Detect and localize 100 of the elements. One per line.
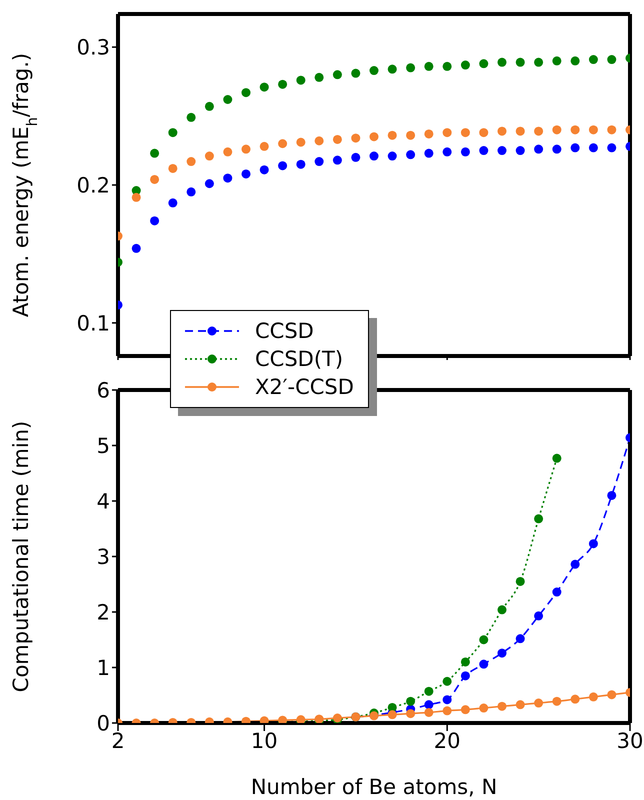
point [278, 161, 288, 170]
point [534, 126, 544, 136]
point [479, 660, 488, 669]
point [186, 112, 196, 122]
point [406, 709, 416, 718]
point [588, 143, 598, 152]
point [296, 138, 306, 147]
x-tick-label: 30 [616, 728, 644, 753]
point [479, 635, 488, 644]
y-tick-label: 1 [96, 656, 110, 680]
point [570, 143, 580, 152]
point [534, 58, 544, 67]
y-tick-label: 6 [96, 378, 110, 402]
legend-label: CCSD [255, 319, 314, 343]
point [442, 62, 452, 71]
point [186, 187, 196, 196]
point [388, 152, 397, 161]
point [534, 514, 544, 524]
point [223, 174, 232, 183]
point [516, 700, 525, 710]
point [242, 88, 250, 98]
x-tick-label: 10 [250, 728, 278, 753]
y-tick-label: 2 [96, 600, 110, 624]
y-tick-label: 5 [96, 434, 110, 458]
point [498, 58, 506, 67]
point [570, 56, 580, 66]
point [588, 692, 598, 702]
point [150, 148, 160, 158]
point [370, 132, 378, 142]
point [388, 64, 397, 74]
point [370, 152, 378, 161]
point [296, 76, 306, 85]
point [498, 702, 506, 711]
point [406, 130, 416, 140]
point [516, 576, 525, 586]
point [424, 62, 434, 71]
point [552, 696, 562, 706]
point [332, 134, 342, 144]
point [223, 147, 232, 156]
point [460, 705, 470, 714]
point [588, 125, 598, 134]
point [516, 146, 525, 156]
point [260, 142, 269, 151]
point [314, 136, 324, 146]
legend-label: X2′-CCSD [255, 375, 354, 399]
point [168, 164, 178, 173]
y-tick-label: 0.1 [76, 311, 110, 336]
point [424, 708, 434, 717]
point [351, 68, 360, 78]
point [498, 605, 506, 614]
point [388, 710, 397, 720]
point [479, 146, 488, 156]
y-tick-label: 4 [96, 489, 110, 514]
point [204, 152, 214, 161]
legend-label: CCSD(T) [255, 347, 344, 371]
point [534, 611, 544, 620]
point [498, 126, 506, 136]
point [168, 128, 178, 138]
point [442, 676, 452, 686]
point [534, 144, 544, 154]
point [570, 125, 580, 134]
point [204, 102, 214, 111]
point [607, 125, 616, 134]
point [424, 148, 434, 158]
point [552, 56, 562, 66]
point [570, 560, 580, 569]
y-tick-label: 0.3 [76, 36, 110, 60]
point [460, 128, 470, 138]
point [223, 95, 232, 104]
point [460, 147, 470, 156]
point [516, 634, 525, 644]
point [479, 59, 488, 68]
point [260, 82, 269, 92]
point [424, 700, 434, 710]
point [460, 60, 470, 70]
point [351, 152, 360, 162]
point [186, 157, 196, 166]
point [498, 146, 506, 156]
point [516, 126, 525, 136]
point [260, 165, 269, 174]
point [388, 130, 397, 140]
point [204, 179, 214, 188]
y-tick-label: 0.2 [76, 173, 110, 198]
y-tick-label: 3 [96, 544, 110, 569]
point [552, 125, 562, 134]
point [588, 539, 598, 548]
point [442, 128, 452, 138]
point [332, 70, 342, 80]
point [607, 143, 616, 152]
point [424, 686, 434, 696]
point [607, 55, 616, 64]
point [150, 174, 160, 184]
point [314, 157, 324, 166]
point [552, 144, 562, 154]
point [479, 704, 488, 713]
x-axis-title: Number of Be atoms, N [250, 775, 498, 799]
point [424, 129, 434, 138]
point [607, 490, 616, 500]
point [132, 192, 141, 202]
point [442, 695, 452, 704]
